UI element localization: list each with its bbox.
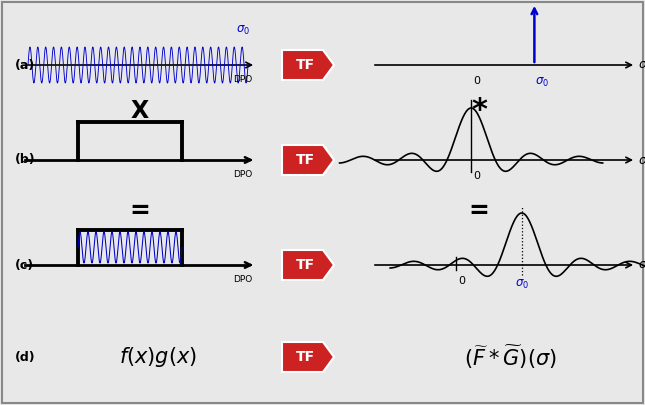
Polygon shape [282,250,334,280]
Text: (b): (b) [15,153,35,166]
Text: $\sigma$: $\sigma$ [638,58,645,72]
Text: DPO: DPO [233,170,252,179]
Text: 0: 0 [473,76,480,86]
Text: X: X [131,98,149,122]
Text: $f(x)g(x)$: $f(x)g(x)$ [119,345,197,369]
Text: (d): (d) [15,350,35,364]
Polygon shape [282,50,334,80]
Text: TF: TF [295,153,315,167]
Text: $\sigma_0$: $\sigma_0$ [535,76,550,89]
Text: $\sigma$: $\sigma$ [638,258,645,271]
Polygon shape [282,342,334,372]
Text: $\sigma_0$: $\sigma_0$ [515,278,529,291]
Text: TF: TF [295,350,315,364]
Text: *: * [471,96,487,125]
Text: =: = [130,198,150,222]
Text: $(\widetilde{F}*\widetilde{G})(\sigma)$: $(\widetilde{F}*\widetilde{G})(\sigma)$ [464,343,557,371]
Text: 0: 0 [473,171,480,181]
Text: (a): (a) [15,58,35,72]
Text: =: = [469,198,490,222]
Text: (c): (c) [15,258,34,271]
Text: TF: TF [295,58,315,72]
Text: DPO: DPO [233,75,252,84]
Text: DPO: DPO [233,275,252,284]
Text: $\sigma_0$: $\sigma_0$ [236,24,250,37]
Text: 0: 0 [458,276,465,286]
Text: TF: TF [295,258,315,272]
Text: $\sigma$: $\sigma$ [638,153,645,166]
Polygon shape [282,145,334,175]
